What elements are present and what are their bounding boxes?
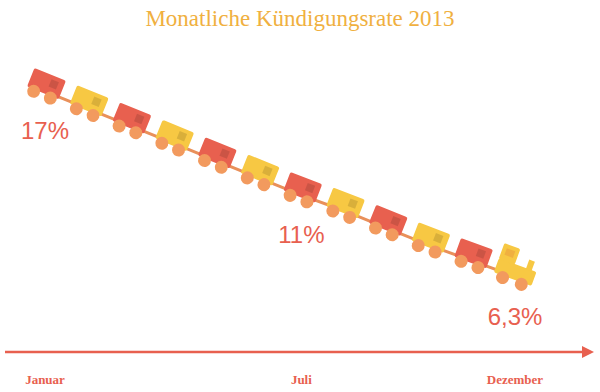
- wheel: [341, 209, 358, 226]
- train-car: [109, 103, 151, 142]
- car-window: [134, 114, 144, 124]
- coupling-line: [45, 91, 515, 276]
- car-window: [91, 96, 101, 106]
- car-window: [348, 198, 358, 208]
- wheel: [111, 117, 128, 134]
- wheel: [453, 253, 470, 270]
- train-car: [366, 205, 408, 244]
- car-window: [305, 183, 315, 193]
- train-car: [152, 120, 194, 159]
- wheel: [470, 259, 487, 276]
- wheel: [68, 100, 85, 117]
- wheel: [324, 203, 341, 220]
- wheel: [25, 83, 42, 100]
- locomotive: [491, 243, 542, 294]
- wheel: [196, 152, 213, 169]
- wheel: [384, 226, 401, 243]
- chart: Monatliche Kündigungsrate 2013 17% 11% 6,3%…: [0, 0, 600, 392]
- train-car: [195, 137, 237, 176]
- wheel: [494, 269, 511, 286]
- data-label: 6,3%: [488, 303, 543, 330]
- train-car: [323, 188, 365, 227]
- train-car: [451, 238, 493, 276]
- car-window: [219, 148, 229, 158]
- car-window: [262, 166, 272, 176]
- wheel: [42, 90, 59, 107]
- wheel: [367, 220, 384, 237]
- loco-cab: [499, 243, 521, 265]
- plot-area: [24, 68, 542, 294]
- train-car: [280, 172, 322, 211]
- wheel: [153, 135, 170, 152]
- x-axis: [5, 351, 584, 354]
- data-label: 11%: [278, 221, 324, 248]
- x-tick-label: Juli: [291, 372, 312, 387]
- train-car: [237, 154, 279, 193]
- wheel: [256, 176, 273, 193]
- wheel: [127, 124, 144, 141]
- wheel: [213, 159, 230, 176]
- car-window: [390, 216, 400, 226]
- train-car: [67, 85, 109, 124]
- wheel: [513, 276, 530, 293]
- x-tick-label: Dezember: [487, 372, 544, 387]
- train-car: [24, 68, 66, 107]
- loco-chimney: [526, 260, 535, 271]
- x-tick-label: Januar: [25, 372, 65, 387]
- data-label: 17%: [21, 117, 69, 144]
- wheel: [427, 244, 444, 261]
- wheel: [170, 142, 187, 159]
- car-window: [177, 131, 187, 141]
- x-axis-arrow: [582, 346, 594, 358]
- car-window: [476, 249, 486, 259]
- loco-window: [504, 248, 515, 258]
- title: Monatliche Kündigungsrate 2013: [145, 6, 454, 31]
- wheel: [298, 193, 315, 210]
- car-window: [433, 233, 443, 243]
- car-window: [49, 79, 59, 89]
- wheel: [85, 107, 102, 124]
- wheel: [239, 169, 256, 186]
- wheel: [282, 187, 299, 204]
- wheel: [410, 237, 427, 254]
- train-car: [408, 222, 450, 261]
